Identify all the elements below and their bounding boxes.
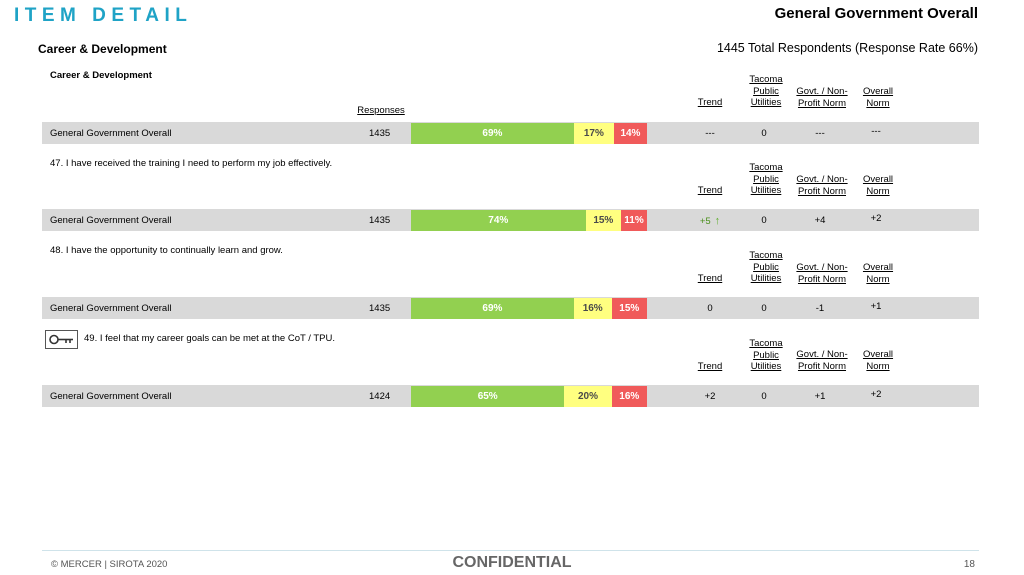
unfavorable-segment: 15%	[611, 298, 647, 319]
response-count: 1435	[369, 128, 391, 139]
unfavorable-segment: 16%	[611, 386, 647, 407]
tacoma-header: Tacoma Public Utilities	[749, 74, 783, 108]
tacoma-header: Tacoma Public Utilities	[749, 162, 783, 196]
confidential-label: CONFIDENTIAL	[452, 554, 572, 571]
favorable-segment: 69%	[411, 298, 574, 319]
overall-norm-header: Overall Norm	[862, 349, 894, 372]
favorable-segment: 69%	[411, 123, 574, 144]
page-title: ITEM DETAIL	[14, 5, 193, 26]
respondents-summary: 1445 Total Respondents (Response Rate 66…	[716, 41, 978, 55]
trend-value: ---	[705, 128, 715, 139]
row-label: General Government Overall	[50, 215, 172, 226]
unfavorable-segment: 14%	[613, 123, 647, 144]
tacoma-value: 0	[761, 128, 767, 139]
question-48: 48. I have the opportunity to continuall…	[50, 245, 283, 256]
govt-norm-value: ---	[815, 128, 825, 139]
tacoma-value: 0	[761, 391, 767, 402]
overall-norm-header: Overall Norm	[862, 86, 894, 109]
response-count: 1435	[369, 303, 391, 314]
arrow-up-icon: ↑	[714, 215, 721, 227]
overall-norm-value: +1	[870, 301, 882, 312]
govt-norm-value: +4	[814, 215, 826, 226]
neutral-segment: 16%	[573, 298, 612, 319]
overall-norm-value: +2	[870, 389, 882, 400]
favorable-segment: 65%	[411, 386, 565, 407]
distribution-bar: 65% 20% 16%	[411, 386, 647, 407]
table-row: General Government Overall 1424 65% 20% …	[42, 385, 979, 407]
table-row: General Government Overall 1435 74% 15% …	[42, 209, 979, 231]
overall-norm-header: Overall Norm	[862, 262, 894, 285]
tacoma-value: 0	[761, 303, 767, 314]
row-label: General Government Overall	[50, 128, 172, 139]
table-row: General Government Overall 1435 69% 17% …	[42, 122, 979, 144]
overall-norm-value: ---	[871, 126, 881, 137]
block-heading: Career & Development	[50, 70, 152, 81]
govt-norm-value: +1	[814, 391, 826, 402]
distribution-bar: 69% 16% 15%	[411, 298, 647, 319]
distribution-bar: 69% 17% 14%	[411, 123, 647, 144]
page-number: 18	[963, 559, 975, 570]
trend-value: +5 ↑	[699, 215, 721, 227]
tacoma-value: 0	[761, 215, 767, 226]
distribution-bar: 74% 15% 11%	[411, 210, 647, 231]
neutral-segment: 15%	[585, 210, 622, 231]
response-count: 1424	[369, 391, 391, 402]
footer-divider	[42, 550, 979, 551]
report-title: General Government Overall	[774, 5, 978, 22]
overall-norm-value: +2	[870, 213, 882, 224]
neutral-segment: 20%	[564, 386, 612, 407]
row-label: General Government Overall	[50, 303, 172, 314]
trend-header: Trend	[697, 273, 723, 284]
copyright: © MERCER | SIROTA 2020	[51, 559, 168, 570]
trend-header: Trend	[697, 185, 723, 196]
favorable-segment: 74%	[411, 210, 586, 231]
unfavorable-segment: 11%	[621, 210, 647, 231]
table-row: General Government Overall 1435 69% 16% …	[42, 297, 979, 319]
row-label: General Government Overall	[50, 391, 172, 402]
govt-norm-header: Govt. / Non- Profit Norm	[796, 349, 848, 372]
question-49: 49. I feel that my career goals can be m…	[84, 333, 335, 344]
tacoma-header: Tacoma Public Utilities	[749, 338, 783, 372]
govt-norm-header: Govt. / Non- Profit Norm	[796, 86, 848, 109]
key-icon[interactable]	[45, 330, 78, 349]
responses-header: Responses	[357, 105, 405, 116]
trend-header: Trend	[697, 361, 723, 372]
overall-norm-header: Overall Norm	[862, 174, 894, 197]
response-count: 1435	[369, 215, 391, 226]
govt-norm-header: Govt. / Non- Profit Norm	[796, 262, 848, 285]
section-title: Career & Development	[38, 42, 167, 56]
govt-norm-header: Govt. / Non- Profit Norm	[796, 174, 848, 197]
neutral-segment: 17%	[573, 123, 614, 144]
govt-norm-value: -1	[815, 303, 825, 314]
trend-value: +2	[704, 391, 716, 402]
trend-header: Trend	[697, 97, 723, 108]
tacoma-header: Tacoma Public Utilities	[749, 250, 783, 284]
question-47: 47. I have received the training I need …	[50, 158, 333, 169]
trend-value: 0	[707, 303, 713, 314]
